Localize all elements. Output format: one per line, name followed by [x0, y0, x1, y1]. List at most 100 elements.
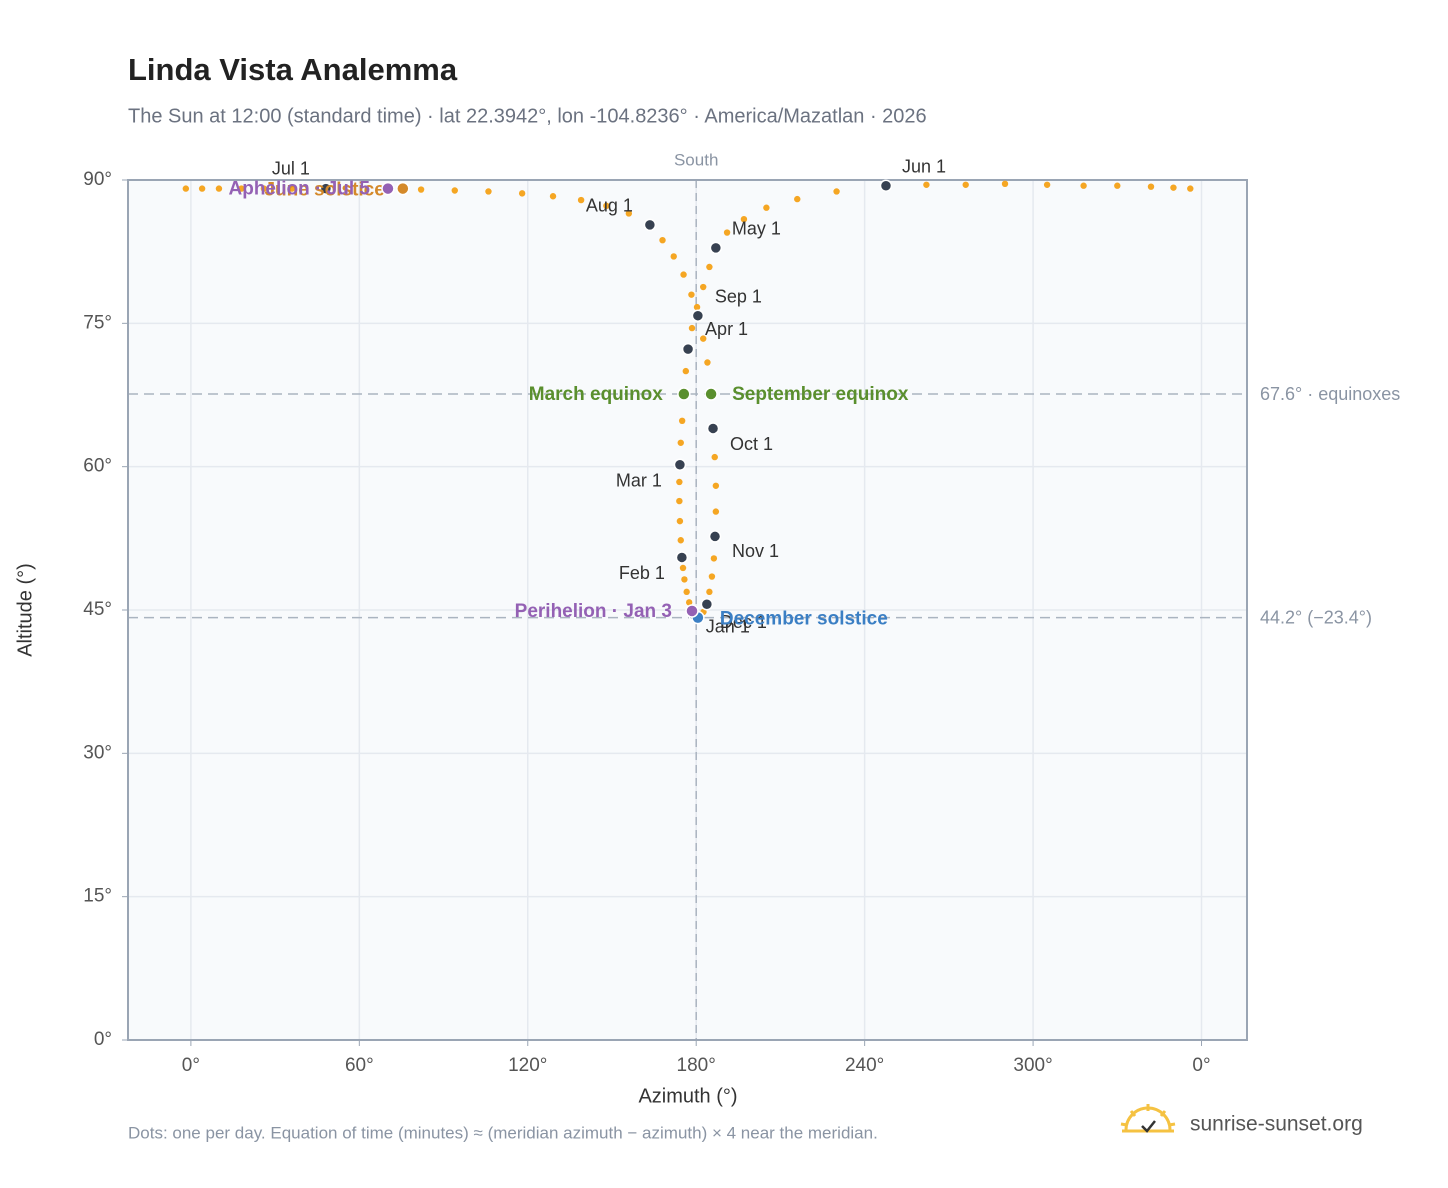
day-dot: [260, 185, 268, 192]
x-axis-label: Azimuth (°): [638, 1085, 737, 1107]
day-dot: [682, 367, 690, 375]
month-marker: [691, 309, 705, 322]
day-dot: [1043, 181, 1051, 188]
plot-frame: [127, 179, 1248, 1041]
day-dot: [763, 204, 770, 211]
day-dot: [451, 187, 458, 194]
day-dot: [693, 303, 701, 311]
month-marker: [675, 551, 689, 564]
y-axis-label: Altitude (°): [14, 563, 36, 657]
month-label: Dec 1: [720, 612, 767, 632]
y-tick-label: 30°: [83, 742, 112, 763]
day-dot: [704, 359, 711, 366]
brand-name: sunrise-sunset.org: [1190, 1113, 1363, 1136]
day-dot: [676, 478, 683, 486]
day-dot: [685, 599, 693, 606]
month-marker: [708, 530, 722, 543]
day-dot: [740, 215, 748, 223]
event-marker: [396, 181, 410, 196]
month-marker: [709, 241, 723, 255]
month-label: Nov 1: [732, 541, 779, 561]
reference-label: 44.2° (−23.4°): [1260, 607, 1372, 627]
x-tick-label: 0°: [1192, 1055, 1210, 1076]
day-dot: [677, 439, 684, 446]
x-tick-label: 300°: [1013, 1055, 1052, 1076]
day-dot: [962, 181, 969, 188]
plot-layer: 0° 15° 30° 45° 60° 75° 90° 0° 60° 120° 180° 240° 300…: [83, 150, 1400, 1076]
brand-logo: [1120, 1104, 1176, 1133]
x-tick-label: 240°: [845, 1055, 884, 1076]
month-label: May 1: [732, 219, 781, 239]
x-tick-label: 180°: [677, 1055, 716, 1076]
day-dot: [518, 190, 526, 197]
day-dot: [794, 195, 801, 203]
month-label: Jun 1: [902, 156, 946, 176]
day-dot: [700, 283, 707, 291]
day-dot: [215, 185, 223, 192]
chart-subtitle: The Sun at 12:00 (standard time) · lat 2…: [128, 105, 927, 127]
day-dot: [577, 196, 585, 204]
day-dot: [683, 588, 690, 596]
day-dot: [1170, 184, 1177, 191]
y-tick-label: 45°: [83, 599, 112, 620]
month-label: Jul 1: [272, 158, 310, 178]
day-dot: [681, 576, 688, 583]
day-dot: [712, 508, 720, 515]
day-dot: [182, 185, 190, 192]
day-dot: [1114, 182, 1121, 189]
event-marker: [381, 181, 395, 196]
chart-title: Linda Vista Analemma: [128, 52, 458, 87]
month-label: Sep 1: [715, 286, 762, 306]
day-dot: [288, 185, 296, 192]
day-dot: [659, 237, 666, 244]
day-dot: [1001, 180, 1009, 188]
x-tick-label: 0°: [182, 1055, 200, 1076]
month-marker: [643, 218, 657, 232]
month-marker: [681, 342, 695, 356]
y-tick-label: 60°: [83, 456, 112, 477]
day-dot: [549, 193, 557, 200]
event-label: Perihelion · Jan 3: [515, 601, 672, 622]
day-dot: [625, 210, 633, 217]
month-marker: [706, 422, 720, 435]
day-dot: [1187, 185, 1194, 192]
event-label: September equinox: [732, 384, 909, 405]
day-dot: [923, 181, 930, 188]
month-label: Feb 1: [619, 563, 665, 583]
event-label: March equinox: [529, 384, 664, 405]
month-marker: [319, 182, 333, 195]
y-tick-label: 0°: [94, 1029, 112, 1050]
month-label: Mar 1: [616, 471, 662, 491]
reference-label: 67.6° · equinoxes: [1260, 384, 1400, 404]
day-dot: [238, 185, 245, 192]
month-label: Oct 1: [730, 434, 773, 454]
day-dot: [708, 573, 716, 580]
day-dot: [603, 202, 610, 209]
day-dot: [676, 517, 684, 525]
event-marker: [677, 387, 691, 401]
day-dot: [833, 188, 840, 195]
footnote: Dots: one per day. Equation of time (min…: [128, 1123, 878, 1142]
day-dot: [700, 335, 707, 342]
x-tick-label: 60°: [345, 1055, 374, 1076]
y-tick-label: 90°: [83, 169, 112, 190]
day-dot: [679, 564, 687, 572]
day-dot: [680, 271, 687, 278]
event-label: Aphelion · Jul 5: [229, 179, 371, 200]
month-marker: [700, 598, 714, 611]
month-label: Apr 1: [705, 319, 748, 339]
day-dot: [417, 186, 425, 193]
day-dot: [198, 185, 206, 192]
y-tick-label: 15°: [83, 886, 112, 907]
month-marker: [879, 179, 893, 192]
event-label: December solstice: [720, 609, 888, 630]
event-marker: [685, 604, 699, 618]
day-dot: [485, 188, 492, 195]
day-dot: [712, 482, 720, 489]
day-dot: [670, 253, 677, 260]
day-dot: [1147, 183, 1155, 190]
y-tick-label: 75°: [83, 312, 112, 333]
month-label: Jan 1: [706, 616, 750, 636]
